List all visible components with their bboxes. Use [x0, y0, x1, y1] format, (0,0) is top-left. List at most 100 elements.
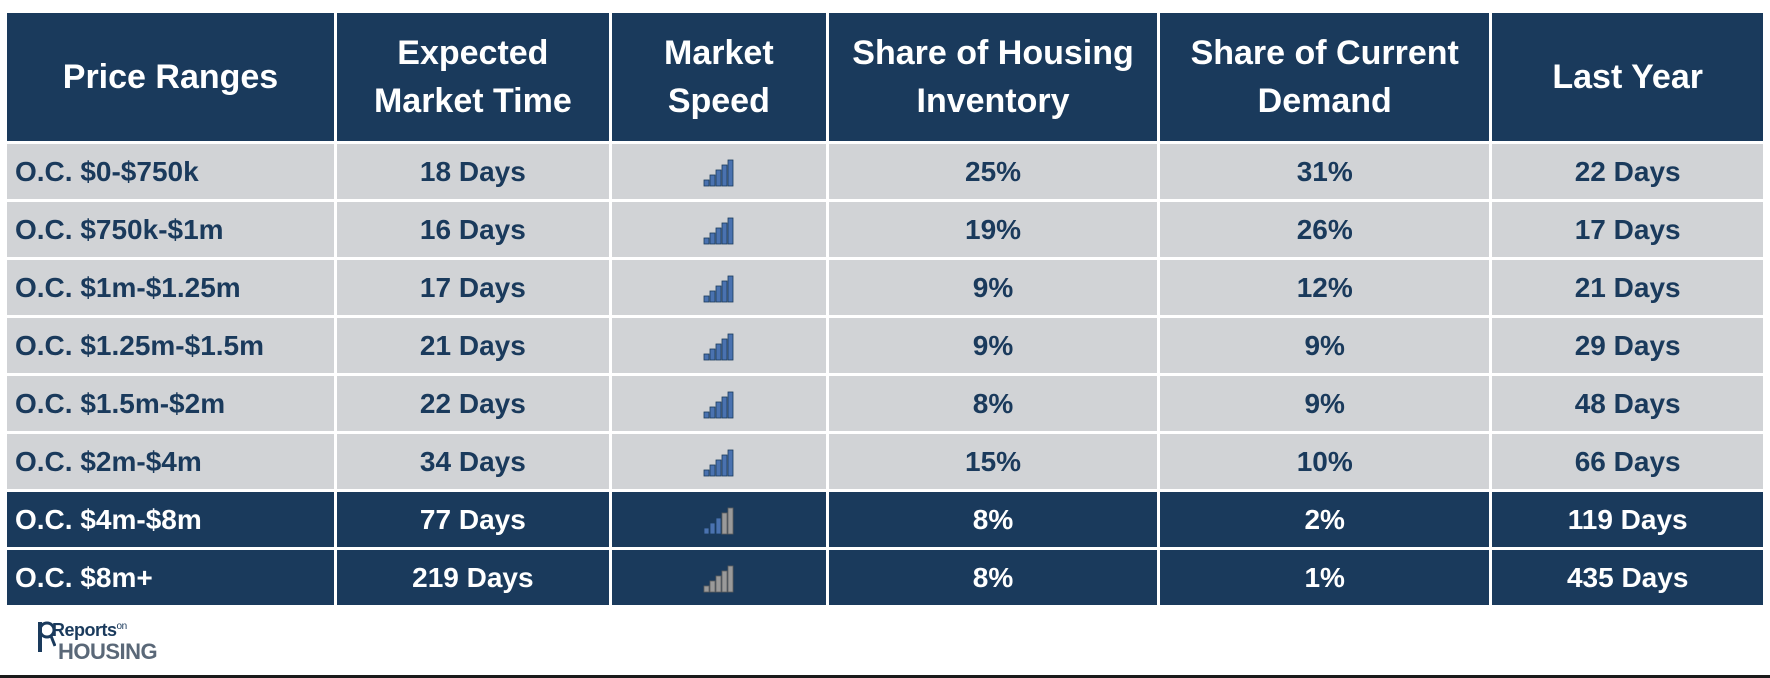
signal-bars-graphic [703, 333, 734, 361]
signal-bar-active [715, 343, 722, 361]
market-speed-cell [611, 492, 826, 547]
signal-bar-inactive [709, 580, 716, 593]
inventory-share-cell: 9% [828, 260, 1158, 315]
price-range-cell: O.C. $0-$750k [7, 144, 334, 199]
header-market-speed: Market Speed [611, 13, 826, 141]
signal-bar-active [709, 174, 716, 187]
signal-bar-active [721, 396, 728, 419]
reports-on-housing-logo: Reportson HOUSING [36, 620, 166, 666]
inventory-share-cell: 9% [828, 318, 1158, 373]
header-market-speed-line2: Speed [667, 82, 770, 120]
market-time-cell: 77 Days [337, 492, 609, 547]
header-row: Price Ranges Expected Market Time Market… [7, 13, 1763, 141]
header-inventory-line1: Share of Housing [852, 34, 1134, 72]
header-demand-line1: Share of Current [1190, 34, 1459, 72]
signal-bar-active [709, 348, 716, 361]
header-demand-line2: Demand [1257, 82, 1392, 120]
signal-bars-graphic [703, 217, 734, 245]
market-speed-cell [611, 376, 826, 431]
inventory-share-cell: 19% [828, 202, 1158, 257]
header-price-ranges-label: Price Ranges [62, 58, 279, 96]
market-time-cell: 21 Days [337, 318, 609, 373]
signal-bars-graphic [703, 391, 734, 419]
demand-share-cell: 1% [1160, 550, 1490, 605]
signal-bar-active [703, 353, 710, 361]
price-range-cell: O.C. $1.25m-$1.5m [7, 318, 334, 373]
inventory-share-cell: 25% [828, 144, 1158, 199]
header-last-year-label: Last Year [1552, 58, 1703, 96]
price-range-cell: O.C. $8m+ [7, 550, 334, 605]
magnifier-logo-icon [38, 621, 56, 652]
bottom-divider [0, 675, 1770, 678]
price-range-cell: O.C. $4m-$8m [7, 492, 334, 547]
signal-bars-icon [703, 565, 734, 593]
table-row: O.C. $4m-$8m 77 Days 8% 2% 119 Days [7, 492, 1763, 547]
demand-share-cell: 31% [1160, 144, 1490, 199]
signal-bars-graphic [703, 565, 734, 593]
last-year-cell: 435 Days [1492, 550, 1763, 605]
signal-bar-active [703, 527, 710, 535]
price-range-cell: O.C. $2m-$4m [7, 434, 334, 489]
market-time-cell: 16 Days [337, 202, 609, 257]
header-price-ranges: Price Ranges [7, 13, 334, 141]
signal-bar-active [703, 295, 710, 303]
signal-bars-graphic [703, 159, 734, 187]
table-row: O.C. $1m-$1.25m 17 Days 9% 12% 21 Days [7, 260, 1763, 315]
signal-bar-active [721, 338, 728, 361]
signal-bar-active [727, 333, 734, 361]
demand-share-cell: 26% [1160, 202, 1490, 257]
table-row: O.C. $1.25m-$1.5m 21 Days 9% 9% 29 Days [7, 318, 1763, 373]
market-speed-cell [611, 260, 826, 315]
signal-bar-active [715, 227, 722, 245]
market-speed-cell [611, 144, 826, 199]
market-time-cell: 219 Days [337, 550, 609, 605]
table-row: O.C. $8m+ 219 Days 8% 1% 435 Days [7, 550, 1763, 605]
last-year-cell: 119 Days [1492, 492, 1763, 547]
signal-bar-active [727, 449, 734, 477]
signal-bar-inactive [721, 512, 728, 535]
demand-share-cell: 9% [1160, 376, 1490, 431]
signal-bars-icon [703, 507, 734, 535]
signal-bar-active [709, 464, 716, 477]
signal-bars-icon [703, 217, 734, 245]
last-year-cell: 17 Days [1492, 202, 1763, 257]
signal-bar-active [703, 469, 710, 477]
signal-bar-active [709, 232, 716, 245]
market-time-cell: 17 Days [337, 260, 609, 315]
price-range-cell: O.C. $1.5m-$2m [7, 376, 334, 431]
signal-bar-active [727, 159, 734, 187]
signal-bar-inactive [721, 570, 728, 593]
header-market-speed-line1: Market [664, 34, 774, 72]
signal-bars-graphic [703, 507, 734, 535]
demand-share-cell: 2% [1160, 492, 1490, 547]
table-row: O.C. $2m-$4m 34 Days 15% 10% 66 Days [7, 434, 1763, 489]
market-time-cell: 18 Days [337, 144, 609, 199]
table-row: O.C. $0-$750k 18 Days 25% 31% 22 Days [7, 144, 1763, 199]
table-row: O.C. $1.5m-$2m 22 Days 8% 9% 48 Days [7, 376, 1763, 431]
market-time-cell: 22 Days [337, 376, 609, 431]
signal-bars-icon [703, 449, 734, 477]
market-speed-cell [611, 202, 826, 257]
inventory-share-cell: 8% [828, 376, 1158, 431]
signal-bar-active [715, 285, 722, 303]
signal-bar-active [715, 169, 722, 187]
inventory-share-cell: 8% [828, 550, 1158, 605]
last-year-cell: 29 Days [1492, 318, 1763, 373]
signal-bars-icon [703, 333, 734, 361]
signal-bars-icon [703, 159, 734, 187]
signal-bar-active [721, 164, 728, 187]
header-expected-market-time-line1: Expected [397, 34, 549, 72]
price-range-cell: O.C. $750k-$1m [7, 202, 334, 257]
last-year-cell: 66 Days [1492, 434, 1763, 489]
signal-bar-active [709, 290, 716, 303]
signal-bar-active [727, 391, 734, 419]
signal-bar-active [721, 280, 728, 303]
demand-share-cell: 10% [1160, 434, 1490, 489]
signal-bar-active [727, 275, 734, 303]
last-year-cell: 48 Days [1492, 376, 1763, 431]
signal-bars-icon [703, 391, 734, 419]
demand-share-cell: 9% [1160, 318, 1490, 373]
inventory-share-cell: 15% [828, 434, 1158, 489]
last-year-cell: 21 Days [1492, 260, 1763, 315]
